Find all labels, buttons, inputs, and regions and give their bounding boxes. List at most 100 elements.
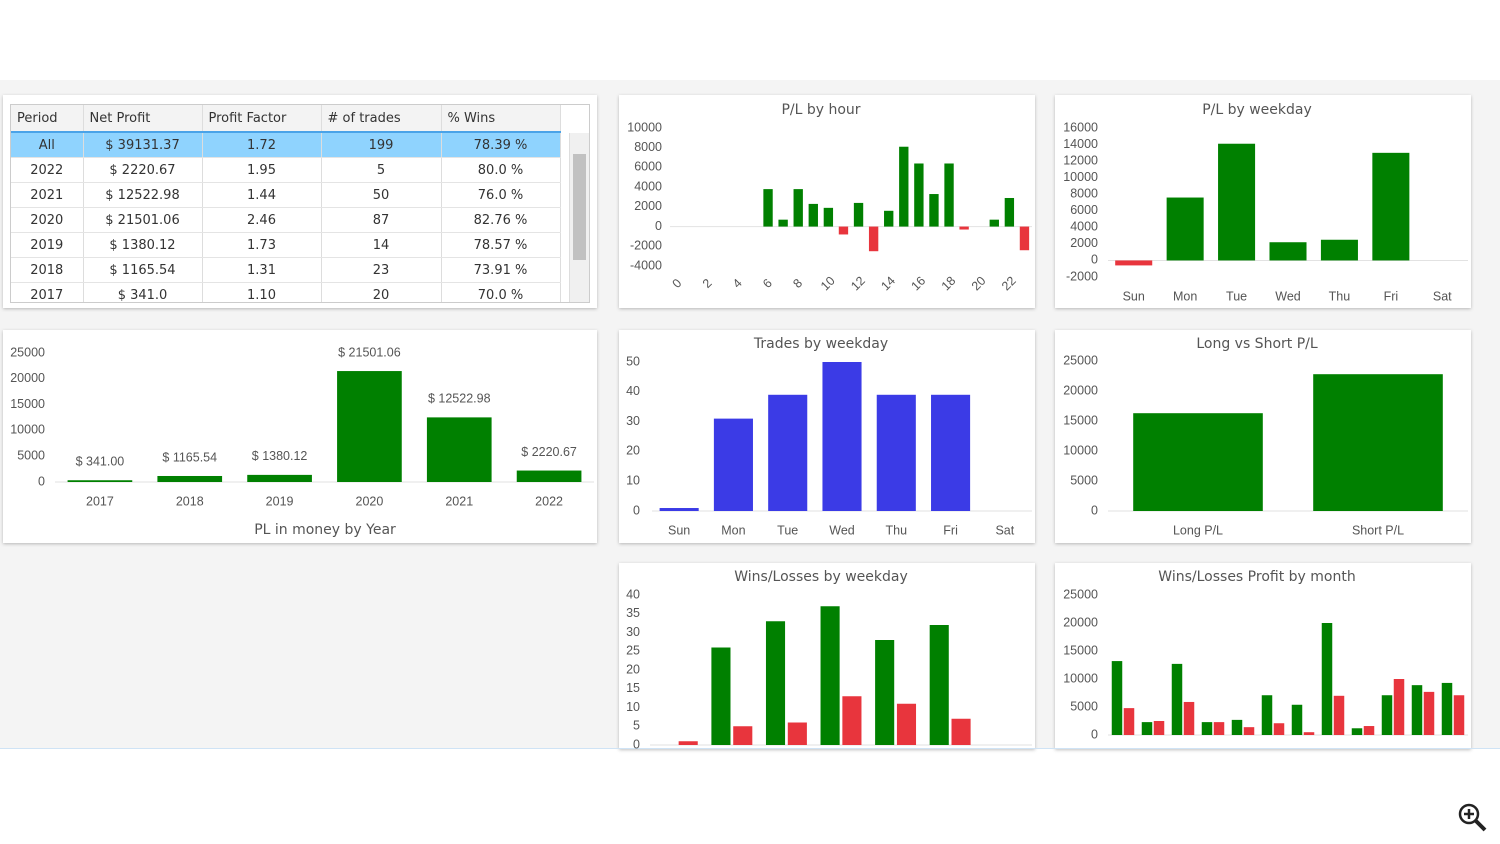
table-cell: All bbox=[11, 132, 84, 158]
x-tick-label: Short P/L bbox=[1352, 523, 1404, 537]
y-tick-label: 15000 bbox=[1063, 643, 1098, 657]
header-row: Period Net Profit Profit Factor # of trades… bbox=[11, 105, 561, 133]
bar bbox=[853, 202, 864, 227]
bar bbox=[1004, 197, 1015, 227]
table-row[interactable]: 2020 $ 21501.06 2.46 87 82.76 % bbox=[11, 207, 561, 233]
bar bbox=[1243, 727, 1255, 735]
scroll-thumb[interactable] bbox=[573, 154, 586, 260]
y-tick-label: 10000 bbox=[1063, 170, 1098, 184]
bar bbox=[896, 703, 917, 745]
bar bbox=[787, 722, 807, 745]
table-cell: 78.57 % bbox=[441, 232, 561, 258]
x-tick-label: Mon bbox=[721, 523, 745, 537]
x-tick-label: Wed bbox=[829, 523, 855, 537]
table-row[interactable]: 2018 $ 1165.54 1.31 23 73.91 % bbox=[11, 257, 561, 283]
bar bbox=[1019, 226, 1030, 251]
bar bbox=[959, 226, 969, 230]
value-label: $ 12522.98 bbox=[428, 392, 491, 406]
table-row[interactable]: 2021 $ 12522.98 1.44 50 76.0 % bbox=[11, 182, 561, 208]
bar bbox=[1166, 197, 1204, 261]
x-tick-label: Mon bbox=[1173, 289, 1197, 303]
bar bbox=[1303, 732, 1315, 735]
table-row[interactable]: All $ 39131.37 1.72 199 78.39 % bbox=[11, 132, 561, 158]
bar bbox=[868, 226, 879, 252]
bar bbox=[842, 696, 862, 745]
table-cell: 1.73 bbox=[202, 232, 322, 258]
y-tick-label: 14000 bbox=[1063, 137, 1098, 151]
column-header: Profit Factor bbox=[202, 105, 322, 133]
y-tick-label: 30 bbox=[626, 414, 640, 428]
table-cell: 1.44 bbox=[202, 182, 322, 208]
y-tick-label: 6000 bbox=[1070, 203, 1098, 217]
table-cell: 199 bbox=[321, 132, 442, 158]
bar bbox=[1171, 663, 1183, 735]
bar bbox=[247, 474, 312, 482]
y-tick-label: 12000 bbox=[1063, 153, 1098, 167]
bar bbox=[1320, 239, 1358, 261]
y-tick-label: 15000 bbox=[10, 397, 45, 411]
bar bbox=[931, 394, 971, 511]
bar bbox=[1313, 374, 1443, 511]
bar bbox=[1133, 413, 1263, 511]
y-tick-label: 20 bbox=[626, 662, 640, 676]
y-tick-label: 40 bbox=[626, 587, 640, 601]
y-tick-label: 0 bbox=[1091, 253, 1098, 267]
bar bbox=[1441, 682, 1453, 735]
column-header: Period bbox=[11, 105, 84, 133]
table-cell: 23 bbox=[321, 257, 442, 283]
y-tick-label: 8000 bbox=[634, 140, 662, 154]
table-cell: $ 1165.54 bbox=[83, 257, 203, 283]
bar bbox=[659, 508, 699, 511]
bar bbox=[1393, 679, 1405, 735]
table-cell: 2017 bbox=[11, 282, 84, 302]
y-tick-label: 10000 bbox=[1063, 671, 1098, 685]
bar bbox=[516, 470, 582, 482]
table-body: All $ 39131.37 1.72 199 78.39 % 2022 $ 2220.67… bbox=[11, 132, 561, 302]
summary-table: Period Net Profit Profit Factor # of trades… bbox=[10, 104, 590, 303]
y-tick-label: 5000 bbox=[1070, 473, 1098, 487]
bar bbox=[1273, 723, 1285, 735]
y-tick-label: 10000 bbox=[10, 423, 45, 437]
value-label: $ 1380.12 bbox=[252, 449, 308, 463]
y-tick-label: 10 bbox=[626, 473, 640, 487]
y-tick-label: 25000 bbox=[1063, 587, 1098, 601]
bar bbox=[1213, 722, 1225, 735]
value-label: $ 341.00 bbox=[76, 455, 125, 469]
table-cell: 2022 bbox=[11, 157, 84, 183]
y-tick-label: 4000 bbox=[1070, 220, 1098, 234]
bar bbox=[1153, 721, 1165, 735]
table-cell: $ 1380.12 bbox=[83, 232, 203, 258]
column-header: % Wins bbox=[441, 105, 561, 133]
y-tick-label: 25000 bbox=[10, 345, 45, 359]
y-tick-label: -2000 bbox=[630, 239, 662, 253]
bar bbox=[768, 394, 808, 511]
zoom-icon[interactable] bbox=[1458, 803, 1487, 832]
scrollbar[interactable] bbox=[569, 133, 589, 302]
bar bbox=[1183, 701, 1195, 735]
bar bbox=[1363, 726, 1375, 735]
table-row[interactable]: 2019 $ 1380.12 1.73 14 78.57 % bbox=[11, 232, 561, 258]
x-tick-label: 2021 bbox=[445, 494, 473, 508]
bar bbox=[1423, 691, 1435, 735]
bar bbox=[951, 718, 971, 745]
x-tick-label: Long P/L bbox=[1173, 523, 1223, 537]
bar bbox=[1123, 708, 1135, 735]
table-row[interactable]: 2022 $ 2220.67 1.95 5 80.0 % bbox=[11, 157, 561, 183]
bar bbox=[1261, 695, 1273, 735]
chart-title: PL in money by Year bbox=[254, 522, 396, 538]
table-cell: $ 39131.37 bbox=[83, 132, 203, 158]
table-cell: 14 bbox=[321, 232, 442, 258]
bar bbox=[1218, 143, 1256, 261]
bar bbox=[733, 726, 753, 745]
bar bbox=[808, 203, 818, 227]
table-cell: $ 21501.06 bbox=[83, 207, 203, 233]
table-row[interactable]: 2017 $ 341.0 1.10 20 70.0 % bbox=[11, 282, 561, 302]
table-cell: 2018 bbox=[11, 257, 84, 283]
bar bbox=[1381, 695, 1393, 735]
bar bbox=[1201, 722, 1213, 735]
bar bbox=[678, 741, 698, 745]
table-cell: 82.76 % bbox=[441, 207, 561, 233]
table-cell: 5 bbox=[321, 157, 442, 183]
bar bbox=[838, 226, 849, 235]
bar bbox=[1291, 704, 1303, 735]
